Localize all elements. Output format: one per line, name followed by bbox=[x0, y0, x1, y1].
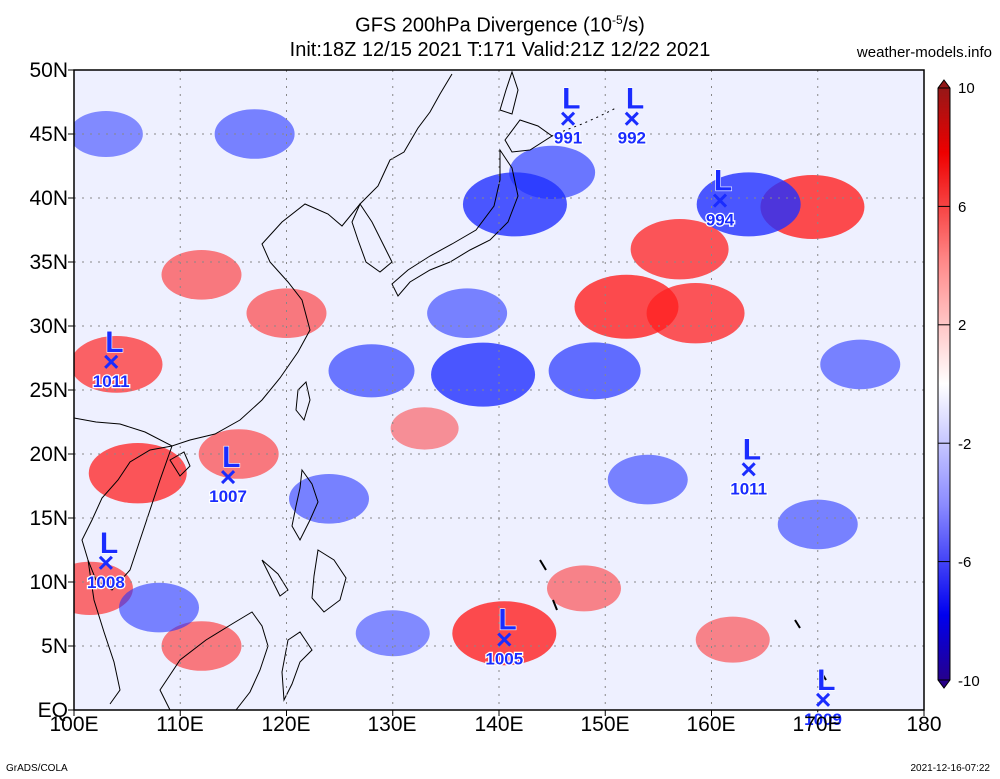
divergence-region bbox=[390, 407, 459, 450]
graticule bbox=[74, 70, 924, 710]
low-label: L bbox=[626, 83, 644, 116]
low-center-x-icon bbox=[624, 111, 639, 126]
low-center-x-icon bbox=[816, 692, 831, 707]
x-tick-label: 160E bbox=[686, 713, 736, 736]
divergence-region bbox=[88, 443, 187, 504]
low-center-x-icon bbox=[104, 354, 119, 369]
convergence-region bbox=[607, 454, 688, 505]
low-pressure-marker: L 1005 bbox=[484, 603, 524, 670]
divergence-region bbox=[547, 565, 621, 612]
low-pressure-marker: L 1009 bbox=[803, 663, 843, 730]
low-pressure-marker: L 1011 bbox=[729, 433, 768, 500]
footer-timestamp: 2021-12-16-07:22 bbox=[910, 763, 990, 774]
x-tick-label: 110E bbox=[156, 713, 204, 736]
convergence-region bbox=[328, 344, 415, 398]
convergence-region bbox=[355, 610, 430, 657]
low-label: L bbox=[743, 433, 761, 466]
colorbar-label: -10 bbox=[958, 673, 980, 690]
chart-subtitle: Init:18Z 12/15 2021 T:171 Valid:21Z 12/2… bbox=[289, 39, 711, 61]
low-pressure-value: 1005 bbox=[485, 650, 523, 669]
y-tick-label: 30N bbox=[29, 315, 68, 338]
low-label: L bbox=[714, 165, 732, 198]
x-tick-label: 140E bbox=[474, 713, 524, 736]
divergence-region bbox=[646, 283, 745, 344]
y-tick-label: 45N bbox=[29, 123, 68, 146]
x-tick-label: 170E bbox=[792, 713, 842, 736]
convergence-region bbox=[427, 288, 508, 339]
low-pressure-marker: L 1007 bbox=[208, 440, 248, 507]
low-pressure-marker: L 992 bbox=[616, 82, 647, 149]
low-pressure-value: 1007 bbox=[209, 487, 247, 506]
colorbar-label: 2 bbox=[958, 317, 967, 334]
y-tick-label: 5N bbox=[41, 635, 68, 658]
x-tick-label: 180 bbox=[906, 713, 942, 736]
low-pressure-value: 992 bbox=[618, 129, 646, 148]
low-label: L bbox=[222, 441, 240, 474]
low-center-x-icon bbox=[561, 111, 576, 126]
low-label: L bbox=[817, 664, 835, 697]
low-center-x-icon bbox=[221, 469, 236, 485]
y-tick-label: 40N bbox=[29, 187, 68, 210]
low-label: L bbox=[562, 83, 580, 116]
colorbar-label: 10 bbox=[958, 80, 975, 97]
convergence-region bbox=[431, 342, 536, 407]
x-tick-label: 150E bbox=[580, 713, 630, 736]
x-tick-label: 130E bbox=[367, 713, 417, 736]
convergence-region bbox=[214, 109, 295, 159]
axis-ticks bbox=[68, 69, 925, 716]
divergence-region bbox=[695, 616, 770, 663]
low-pressure-value: 1011 bbox=[93, 372, 130, 391]
colorbar bbox=[937, 79, 951, 689]
low-label: L bbox=[105, 326, 123, 359]
y-tick-label: EQ bbox=[37, 699, 68, 722]
divergence-region bbox=[74, 336, 163, 393]
low-pressure-value: 991 bbox=[554, 129, 582, 148]
low-center-x-icon bbox=[712, 193, 728, 208]
divergence-region bbox=[74, 561, 133, 615]
low-pressure-value: 994 bbox=[706, 211, 735, 230]
low-pressure-marker: L 991 bbox=[553, 82, 584, 149]
chart-title: GFS 200hPa Divergence (10-5/s) bbox=[355, 13, 645, 37]
low-center-x-icon bbox=[497, 632, 512, 647]
low-label: L bbox=[100, 527, 118, 560]
low-pressure-marker: L 1008 bbox=[86, 526, 126, 593]
low-pressure-value: 1009 bbox=[804, 710, 842, 729]
convergence-region bbox=[119, 582, 199, 633]
y-tick-label: 20N bbox=[29, 443, 68, 466]
site-credit: weather-models.info bbox=[856, 44, 992, 61]
colorbar-label: -6 bbox=[958, 554, 972, 571]
convergence-region bbox=[289, 474, 369, 524]
convergence-region bbox=[509, 145, 596, 199]
colorbar-label: 6 bbox=[958, 199, 967, 216]
low-pressure-marker: L 1011 bbox=[91, 325, 130, 392]
low-pressure-value: 1008 bbox=[87, 573, 125, 592]
y-tick-label: 35N bbox=[29, 251, 68, 274]
coastlines bbox=[74, 70, 827, 710]
divergence-region bbox=[452, 601, 557, 666]
low-pressure-marker: L 994 bbox=[705, 164, 736, 231]
convergence-region bbox=[777, 499, 858, 550]
convergence-region bbox=[548, 342, 641, 400]
y-tick-label: 50N bbox=[29, 59, 68, 82]
colorbar-label: -2 bbox=[958, 436, 972, 453]
low-pressure-markers: L 1011 L 1007 L 1008 L 991 L 992 L 994 L 1011 L 1005 L 10… bbox=[86, 82, 844, 730]
y-tick-label: 10N bbox=[29, 571, 68, 594]
convergence-region bbox=[696, 172, 801, 237]
low-label: L bbox=[498, 604, 516, 637]
x-tick-label: 100E bbox=[49, 713, 99, 736]
divergence-region bbox=[161, 249, 242, 300]
low-center-x-icon bbox=[98, 555, 113, 570]
footer-software: GrADS/COLA bbox=[6, 763, 68, 774]
divergence-region bbox=[198, 429, 279, 479]
y-tick-label: 15N bbox=[29, 507, 68, 530]
divergence-region bbox=[630, 219, 729, 280]
convergence-region bbox=[820, 339, 901, 390]
low-center-x-icon bbox=[741, 462, 756, 477]
x-tick-label: 120E bbox=[261, 713, 311, 736]
low-pressure-value: 1011 bbox=[730, 479, 767, 498]
y-tick-label: 25N bbox=[29, 379, 68, 402]
convergence-region bbox=[74, 111, 143, 157]
